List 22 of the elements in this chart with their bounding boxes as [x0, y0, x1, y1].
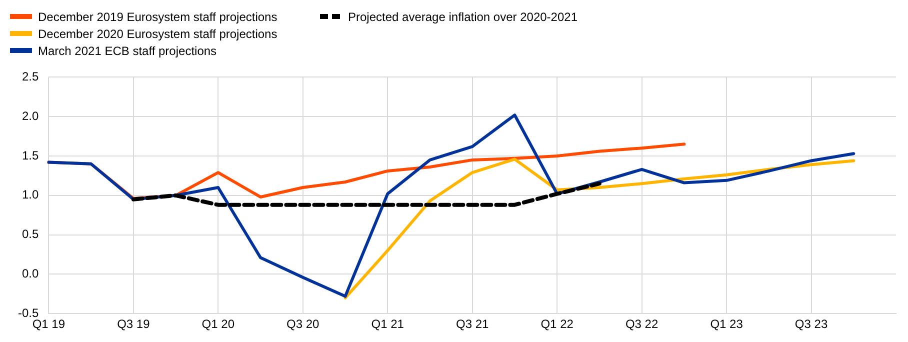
legend-label: Projected average inflation over 2020-2021: [348, 10, 578, 24]
x-tick-label: Q3 23: [794, 317, 828, 332]
x-tick-label: Q1 23: [710, 317, 744, 332]
legend-label: December 2020 Eurosystem staff projections: [38, 26, 278, 40]
x-tick-label: Q3 22: [625, 317, 658, 332]
x-tick-label: Q3 20: [286, 317, 320, 332]
x-tick-label: Q1 21: [371, 317, 404, 332]
y-tick-label: 2.5: [22, 70, 39, 84]
y-tick-label: 0.5: [22, 227, 39, 242]
x-tick-label: Q1 19: [32, 317, 66, 332]
x-tick-label: Q1 20: [202, 317, 235, 332]
y-tick-label: 1.0: [22, 188, 39, 202]
x-tick-label: Q3 19: [117, 317, 150, 332]
legend-label: December 2019 Eurosystem staff projections: [38, 10, 278, 24]
y-tick-label: 1.5: [22, 148, 39, 162]
legend-label: March 2021 ECB staff projections: [38, 44, 217, 58]
x-tick-label: Q1 22: [540, 317, 574, 332]
y-tick-label: -0.5: [18, 306, 39, 320]
x-tick-label: Q3 21: [456, 317, 490, 332]
line-series: [131, 182, 602, 207]
y-tick-label: 0.0: [22, 266, 39, 281]
y-tick-label: 2.0: [22, 108, 39, 123]
